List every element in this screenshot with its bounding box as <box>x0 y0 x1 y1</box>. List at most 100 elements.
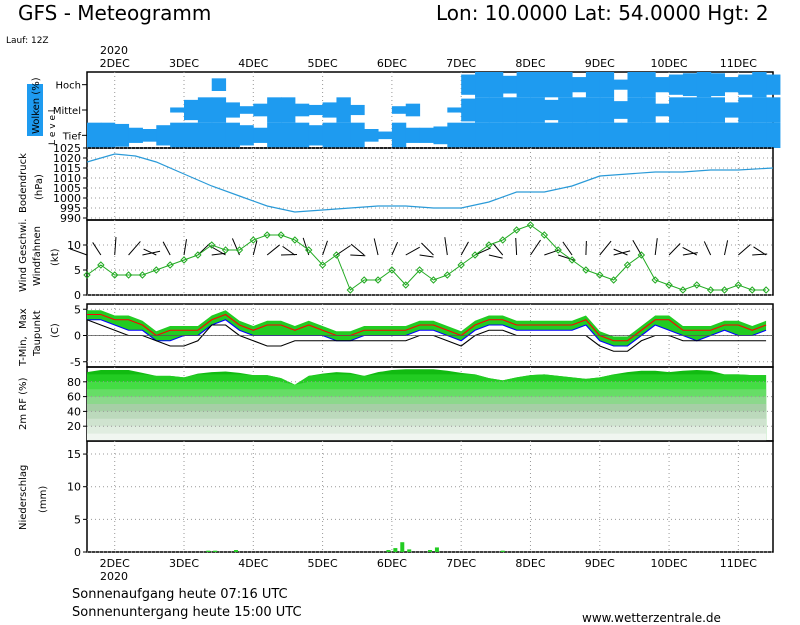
cloud-cell <box>447 122 462 148</box>
cloud-cell <box>267 97 282 123</box>
cloud-cell <box>225 122 240 148</box>
day-label: 7DEC <box>446 557 476 570</box>
taupunkt-label: Taupunkt <box>32 310 43 357</box>
wind-point <box>111 271 119 279</box>
level-label-tief: Tief <box>62 131 82 142</box>
wind-point <box>305 246 313 254</box>
day-label: 11DEC <box>720 557 757 570</box>
cloud-cell <box>253 127 268 143</box>
wind-barb <box>350 254 366 257</box>
cloud-cell <box>572 97 587 123</box>
wind-point <box>623 261 632 269</box>
wind-barb <box>183 239 188 256</box>
location-info: Lon: 10.0000 Lat: 54.0000 Hgt: 2 <box>436 1 769 25</box>
wind-point <box>582 266 590 274</box>
precip-bar <box>386 550 391 552</box>
wind-point <box>554 246 562 254</box>
cloud-cell <box>516 72 531 98</box>
cloud-cell <box>281 122 296 148</box>
cloud-cell <box>710 122 725 148</box>
cloud-cell <box>613 101 628 119</box>
cloud-cell <box>405 103 421 117</box>
cloud-cell <box>669 122 684 148</box>
cloud-cell <box>308 104 324 116</box>
cloud-cell <box>364 129 379 142</box>
wind-barb <box>738 244 751 256</box>
wind-point <box>665 281 673 289</box>
tmax-label: Max <box>18 308 29 329</box>
cloud-cell <box>627 72 642 98</box>
wind-barb <box>266 244 280 256</box>
wind-point <box>734 281 743 289</box>
wind-barb <box>753 246 767 256</box>
wind-point <box>291 236 299 244</box>
wind-barb <box>282 245 296 256</box>
cloud-cell <box>225 102 240 118</box>
y-tick-label: 5 <box>74 264 81 277</box>
precip-bar <box>500 550 505 552</box>
source-text: www.wetterzentrale.de <box>582 611 721 625</box>
cloud-cell <box>585 72 601 98</box>
y-tick-label: 40 <box>67 405 81 418</box>
cloud-cell <box>308 125 324 146</box>
cloud-cell <box>267 122 282 148</box>
day-label: 7DEC <box>446 57 476 70</box>
wind-barb <box>703 241 712 256</box>
meteogram-title: GFS - Meteogramm <box>18 1 211 25</box>
wind-point <box>360 276 368 284</box>
y-tick-label: 10 <box>67 481 81 494</box>
wind-point <box>499 236 507 244</box>
cloud-cell <box>544 122 559 148</box>
wind-barb <box>632 240 642 256</box>
wind-point <box>568 256 576 264</box>
y-tick-label: 990 <box>60 212 81 225</box>
cloud-cell <box>322 102 337 118</box>
cloud-cell <box>641 97 656 123</box>
cloud-cell <box>461 74 476 95</box>
wind-point <box>693 281 701 289</box>
wind-point <box>166 261 174 269</box>
cloud-cell <box>530 72 545 98</box>
wind-point <box>318 261 327 269</box>
cloud-label-bg <box>27 84 43 136</box>
day-label: 9DEC <box>585 557 615 570</box>
cloud-cell <box>530 122 545 148</box>
y-tick-label: 15 <box>67 448 81 461</box>
cloud-cell <box>613 79 628 90</box>
cloud-cell <box>211 97 227 123</box>
wind-point <box>332 251 341 259</box>
precip-bar <box>400 542 405 552</box>
cloud-cell <box>696 72 712 98</box>
cloud-cell <box>655 77 670 93</box>
cloud-cell <box>682 122 698 148</box>
year-label-top: 2020 <box>100 44 128 57</box>
cloud-cell <box>461 98 476 122</box>
cloud-cell <box>585 97 601 123</box>
cloud-cell <box>114 123 130 147</box>
cloud-cell <box>461 122 476 148</box>
cloud-cell <box>475 72 490 98</box>
cloud-cell <box>350 122 365 148</box>
y-tick-label: 0 <box>74 546 81 559</box>
wind-point <box>485 241 493 249</box>
day-label: 2DEC <box>100 557 130 570</box>
wind-point <box>97 261 105 269</box>
cloud-cell <box>378 131 393 140</box>
wind-point <box>346 286 355 294</box>
cloud-cell <box>184 99 199 121</box>
humidity-band <box>87 433 773 441</box>
y-tick-label: 0 <box>74 289 81 302</box>
wind-point <box>388 266 396 274</box>
wind-point <box>526 221 535 229</box>
wind-barb <box>421 242 434 256</box>
cloud-panel: Hoch Mittel Tief <box>53 71 781 149</box>
wind-barb <box>544 249 560 256</box>
pressure-panel-frame <box>86 147 774 221</box>
day-label: 5DEC <box>308 557 338 570</box>
wind-point <box>679 286 687 294</box>
temperature-panel: -5 0 5 <box>70 303 774 369</box>
cloud-cell <box>350 104 365 116</box>
precip-bar <box>213 550 218 552</box>
level-label-hoch: Hoch <box>56 81 81 92</box>
wind-barb <box>444 237 448 256</box>
